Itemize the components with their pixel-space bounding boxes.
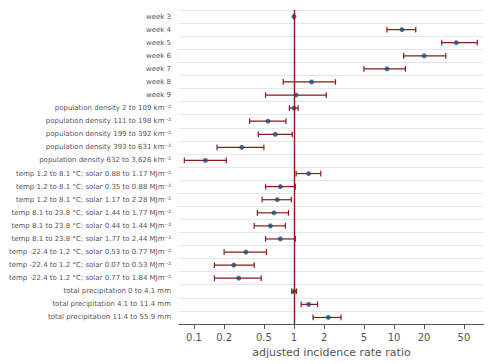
svg-text:population density 2 to 109 km: population density 2 to 109 km⁻² [55, 104, 171, 112]
svg-text:temp 1.2 to 8.1 °C; solar 0.88: temp 1.2 to 8.1 °C; solar 0.88 to 1.17 M… [16, 170, 171, 178]
svg-text:temp 8.1 to 23.8 °C; solar 1.4: temp 8.1 to 23.8 °C; solar 1.44 to 1.77 … [12, 209, 172, 217]
svg-text:0.5: 0.5 [256, 332, 272, 343]
svg-text:week 8: week 8 [146, 78, 171, 86]
svg-text:0.1: 0.1 [186, 332, 202, 343]
svg-text:temp 1.2 to 8.1 °C; solar 1.17: temp 1.2 to 8.1 °C; solar 1.17 to 2.28 M… [16, 196, 171, 204]
svg-text:20: 20 [418, 332, 431, 343]
svg-text:10: 10 [388, 332, 401, 343]
svg-text:population density 393 to 631: population density 393 to 631 km⁻² [46, 143, 171, 151]
svg-text:week 6: week 6 [146, 52, 172, 60]
svg-text:temp -22.4 to 1.2 °C; solar 0.: temp -22.4 to 1.2 °C; solar 0.53 to 0.77… [9, 248, 171, 256]
svg-text:50: 50 [458, 332, 471, 343]
svg-text:temp 8.1 to 23.8 °C; solar 1.7: temp 8.1 to 23.8 °C; solar 1.77 to 2.44 … [12, 235, 172, 243]
svg-text:temp -22.4 to 1.2 °C; solar 0.: temp -22.4 to 1.2 °C; solar 0.77 to 1.84… [9, 274, 171, 282]
svg-text:total precipitation 0 to 4.1 m: total precipitation 0 to 4.1 mm [64, 287, 172, 295]
svg-text:temp 1.2 to 8.1 °C; solar 0.35: temp 1.2 to 8.1 °C; solar 0.35 to 0.88 M… [16, 183, 171, 191]
svg-text:temp -22.4 to 1.2 °C; solar 0.: temp -22.4 to 1.2 °C; solar 0.07 to 0.53… [9, 261, 171, 269]
svg-text:temp 8.1 to 23.8 °C; solar 0.4: temp 8.1 to 23.8 °C; solar 0.44 to 1.44 … [12, 222, 172, 230]
svg-text:2: 2 [321, 332, 327, 343]
svg-text:0.2: 0.2 [216, 332, 232, 343]
svg-text:population density 199 to 392: population density 199 to 392 km⁻² [46, 130, 171, 138]
svg-text:week 4: week 4 [146, 26, 172, 34]
svg-text:week 3: week 3 [146, 13, 171, 21]
svg-text:week 7: week 7 [146, 65, 171, 73]
svg-text:week 9: week 9 [146, 91, 171, 99]
svg-text:total precipitation 11.4 to 55: total precipitation 11.4 to 55.9 mm [48, 313, 171, 321]
svg-text:adjusted incidence rate ratio: adjusted incidence rate ratio [252, 346, 411, 359]
svg-text:population density 111 to 198: population density 111 to 198 km⁻² [46, 117, 171, 125]
svg-text:week 5: week 5 [146, 39, 171, 47]
svg-text:1: 1 [291, 332, 297, 343]
svg-text:population density 632 to 3,62: population density 632 to 3,626 km⁻² [39, 156, 171, 164]
svg-text:5: 5 [361, 332, 367, 343]
svg-text:total precipitation 4.1 to 11.: total precipitation 4.1 to 11.4 mm [52, 300, 171, 308]
